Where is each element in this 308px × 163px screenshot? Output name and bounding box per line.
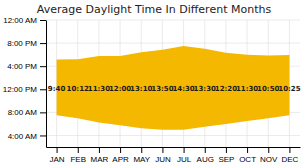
y-tick: 12:00 AM [3,16,46,25]
y-axis: 4:00 AM 8:00 AM 12:00 PM 4:00 PM 8:00 PM 12:0… [3,16,47,147]
y-tick-label: 12:00 PM [3,85,38,94]
y-tick: 8:00 AM [8,108,46,117]
y-tick-mark [40,66,46,67]
y-tick: 12:00 PM [3,85,46,94]
annotation: 13:50 [151,85,173,93]
x-tick-mark [268,147,269,153]
marks [57,46,290,130]
x-tick-label: SEP [218,155,234,163]
x-tick: OCT [239,147,256,163]
annotation: 11:30 [88,85,110,93]
plot: JAN FEB MARAPR MAY JUN JUL AUG SEP OCT NOVDEC 4:00… [3,16,301,163]
y-tick-label: 8:00 AM [8,108,38,117]
title: Average Daylight Time In Different Month… [37,3,272,16]
annotation: 10:25 [278,85,300,93]
x-tick-label: NOV [260,155,278,163]
y-tick-mark [40,135,46,136]
x-tick-mark [120,147,121,153]
chart: Average Daylight Time In Different Month… [0,0,308,163]
x-tick-mark [57,147,58,153]
annotation: 10:50 [257,85,279,93]
x-tick: DEC [281,147,298,163]
x-axis: JAN FEB MARAPR MAY JUN JUL AUG SEP OCT NOVDEC [47,147,301,163]
x-tick: FEB [70,147,86,163]
x-axis-line [47,147,301,148]
x-tick-label: MAY [133,155,150,163]
x-tick-label: JAN [50,155,65,163]
x-tick-mark [162,147,163,153]
y-tick-mark [40,112,46,113]
x-tick: APR [112,147,129,163]
x-tick-mark [141,147,142,153]
x-tick-mark [184,147,185,153]
x-tick-mark [289,147,290,153]
annotation: 13:30 [194,85,216,93]
y-tick-label: 12:00 AM [3,16,37,25]
annotations: 9:4010:1211:3012:0013:1013:5014:3013:301… [48,85,301,93]
x-tick-label: JUL [177,155,192,163]
x-tick: NOV [260,147,278,163]
x-tick-mark [78,147,79,153]
y-tick-mark [40,89,46,90]
annotation: 14:30 [172,85,194,93]
y-tick-mark [40,20,46,21]
x-tick-mark [99,147,100,153]
x-tick: JUN [155,147,171,163]
y-tick-mark [40,43,46,44]
annotation: 12:00 [109,85,131,93]
x-tick-mark [247,147,248,153]
y-tick-label: 8:00 PM [7,39,37,48]
x-tick: MAR [91,147,109,163]
annotation: 9:40 [48,85,66,93]
y-tick-label: 4:00 PM [7,62,37,71]
x-tick-mark [205,147,206,153]
y-axis-line [46,21,47,148]
x-tick: JAN [50,147,65,163]
annotation: 13:10 [130,85,152,93]
x-tick-label: OCT [239,155,256,163]
annotation: 12:20 [215,85,237,93]
grid-line [46,20,300,21]
x-tick-label: JUN [155,155,171,163]
x-tick: SEP [218,147,234,163]
annotation: 10:12 [67,85,89,93]
x-tick-label: APR [112,155,129,163]
y-tick: 4:00 PM [7,62,46,71]
x-tick: MAY [133,147,150,163]
x-tick: JUL [177,147,192,163]
y-tick: 8:00 PM [7,39,46,48]
x-tick-label: AUG [197,155,214,163]
y-tick: 4:00 AM [8,132,46,141]
x-tick-label: MAR [91,155,109,163]
x-tick-label: FEB [70,155,86,163]
grid [46,20,300,147]
x-tick-label: DEC [281,155,298,163]
grid-line [46,135,300,136]
x-tick-mark [226,147,227,153]
x-tick: AUG [197,147,214,163]
grid-line [46,43,300,44]
annotation: 11:30 [236,85,258,93]
y-tick-label: 4:00 AM [8,132,38,141]
daylight-band [57,46,290,130]
